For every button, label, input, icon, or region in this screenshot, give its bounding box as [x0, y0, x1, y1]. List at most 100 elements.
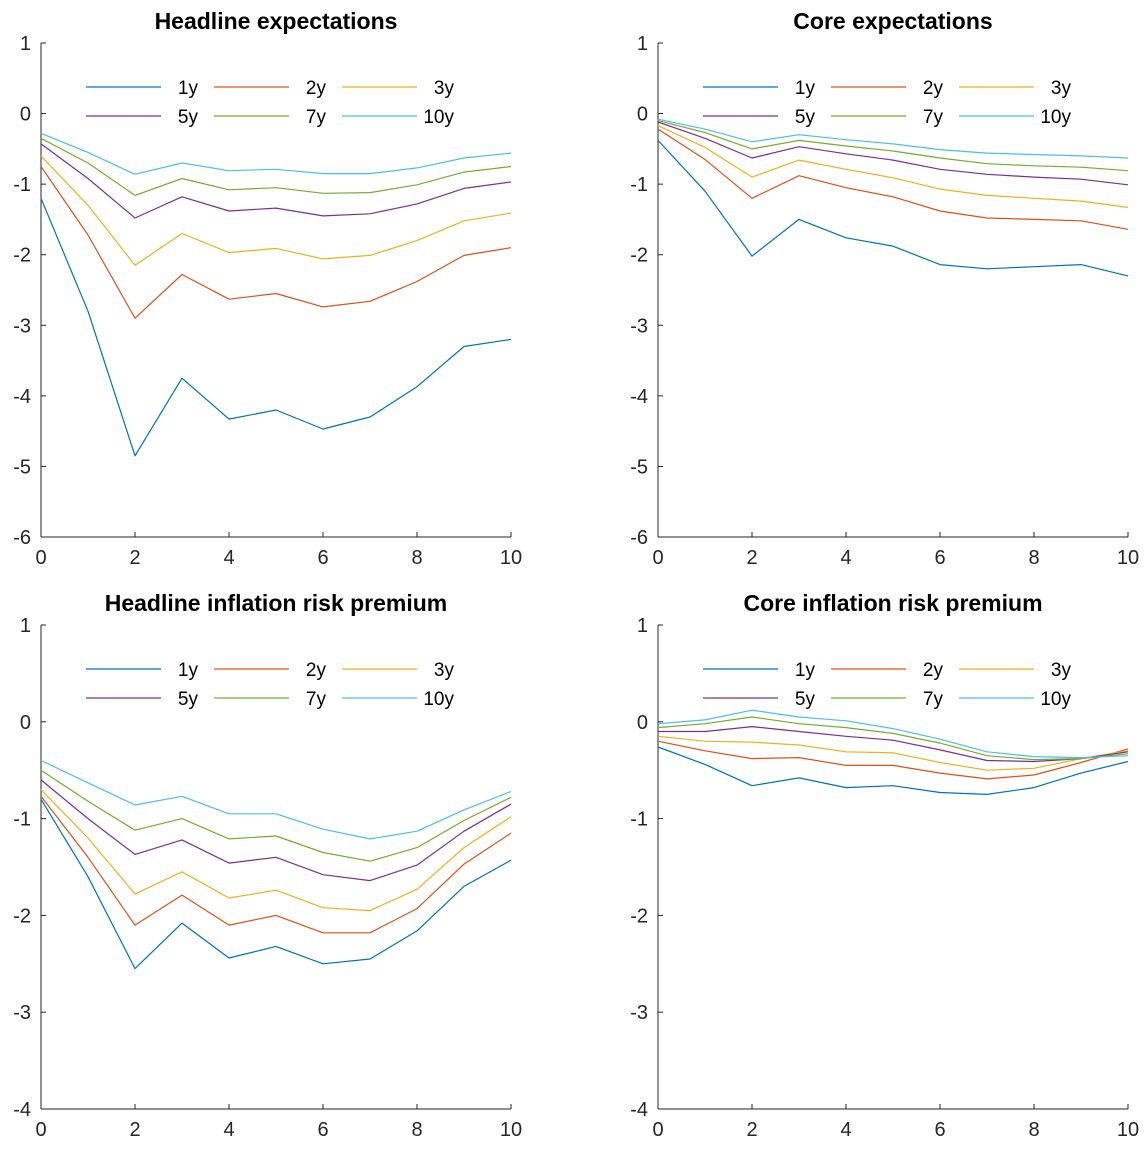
- x-tick-label: 6: [317, 1119, 328, 1141]
- series-line-3y: [657, 735, 1129, 771]
- series-line-10y: [40, 759, 512, 840]
- series-line-5y: [657, 121, 1129, 186]
- x-tick-label: 2: [129, 547, 140, 569]
- series-line-1y: [40, 798, 512, 970]
- x-tick-label: 10: [500, 547, 522, 569]
- y-tick-label: -4: [13, 1099, 31, 1121]
- y-tick-label: -1: [13, 809, 31, 831]
- x-tick-label: 4: [840, 1119, 851, 1141]
- x-tick-label: 10: [1117, 547, 1139, 569]
- x-tick-label: 10: [1117, 1119, 1139, 1141]
- y-tick-label: -5: [13, 456, 31, 478]
- y-tick-label: 0: [637, 104, 648, 126]
- y-tick-label: -3: [630, 315, 648, 337]
- series-line-5y: [40, 779, 512, 882]
- legend-label-3y: 3y: [434, 78, 455, 99]
- series-line-3y: [40, 155, 512, 266]
- y-tick-label: -4: [630, 1099, 648, 1121]
- legend-label-2y: 2y: [923, 660, 944, 681]
- series-line-2y: [40, 166, 512, 319]
- legend-label-7y: 7y: [923, 689, 944, 710]
- y-tick-label: -2: [13, 245, 31, 267]
- series-line-1y: [657, 139, 1129, 277]
- y-tick-label: -2: [630, 905, 648, 927]
- series-line-7y: [40, 769, 512, 862]
- x-tick-label: 0: [652, 1119, 663, 1141]
- x-tick-label: 2: [746, 547, 757, 569]
- legend-label-2y: 2y: [306, 660, 327, 681]
- legend-label-7y: 7y: [306, 689, 327, 710]
- series-line-2y: [657, 128, 1129, 230]
- series-line-3y: [657, 125, 1129, 208]
- y-tick-label: -5: [630, 456, 648, 478]
- series-line-5y: [658, 725, 1129, 763]
- series-line-1y: [657, 746, 1129, 796]
- y-tick-label: 1: [637, 615, 648, 637]
- y-tick-label: -2: [630, 245, 648, 267]
- legend-label-10y: 10y: [1040, 107, 1071, 128]
- y-tick-label: -4: [630, 386, 648, 408]
- legend-label-10y: 10y: [423, 107, 454, 128]
- y-tick-label: 1: [637, 33, 648, 55]
- x-tick-label: 0: [35, 1119, 46, 1141]
- legend-label-1y: 1y: [795, 78, 816, 99]
- y-tick-label: 0: [637, 712, 648, 734]
- chart-title: Headline inflation risk premium: [105, 590, 448, 616]
- x-tick-label: 10: [500, 1119, 522, 1141]
- y-tick-label: -2: [13, 905, 31, 927]
- legend-label-5y: 5y: [795, 689, 816, 710]
- y-tick-label: 1: [20, 33, 31, 55]
- chart-title: Headline expectations: [155, 8, 398, 34]
- legend-label-5y: 5y: [795, 107, 816, 128]
- x-tick-label: 6: [934, 1119, 945, 1141]
- legend-label-2y: 2y: [306, 78, 327, 99]
- x-tick-label: 4: [223, 547, 234, 569]
- series-line-7y: [40, 137, 512, 196]
- legend-label-5y: 5y: [178, 107, 199, 128]
- x-tick-label: 4: [223, 1119, 234, 1141]
- y-tick-label: -1: [13, 174, 31, 196]
- y-tick-label: -6: [13, 527, 31, 549]
- legend-label-7y: 7y: [923, 107, 944, 128]
- y-tick-label: -3: [630, 1002, 648, 1024]
- legend-label-1y: 1y: [795, 660, 816, 681]
- series-line-2y: [657, 740, 1129, 780]
- x-tick-label: 0: [652, 547, 663, 569]
- y-tick-label: -1: [630, 809, 648, 831]
- series-line-5y: [40, 143, 512, 219]
- series-line-7y: [657, 716, 1129, 761]
- x-tick-label: 8: [411, 1119, 422, 1141]
- series-line-3y: [40, 789, 512, 912]
- chart-panel-3: Headline inflation risk premium10-1-2-3-…: [13, 590, 522, 1141]
- y-tick-label: 1: [20, 615, 31, 637]
- legend-label-2y: 2y: [923, 78, 944, 99]
- legend-label-10y: 10y: [423, 689, 454, 710]
- y-tick-label: -3: [13, 1002, 31, 1024]
- y-tick-label: -1: [630, 174, 648, 196]
- x-tick-label: 4: [840, 547, 851, 569]
- legend-label-10y: 10y: [1040, 689, 1071, 710]
- series-line-7y: [657, 120, 1129, 172]
- series-line-10y: [657, 709, 1129, 759]
- chart-title: Core inflation risk premium: [743, 590, 1042, 616]
- legend-label-1y: 1y: [178, 78, 199, 99]
- chart-title: Core expectations: [793, 8, 992, 34]
- legend-label-3y: 3y: [1051, 660, 1072, 681]
- legend-label-3y: 3y: [1051, 78, 1072, 99]
- series-line-10y: [657, 118, 1129, 159]
- x-tick-label: 2: [746, 1119, 757, 1141]
- x-tick-label: 8: [1028, 1119, 1039, 1141]
- series-line-2y: [40, 795, 512, 934]
- x-tick-label: 8: [1028, 547, 1039, 569]
- y-tick-label: 0: [20, 104, 31, 126]
- legend-label-7y: 7y: [306, 107, 327, 128]
- x-tick-label: 8: [411, 547, 422, 569]
- legend-label-1y: 1y: [178, 660, 199, 681]
- y-tick-label: -3: [13, 315, 31, 337]
- legend-label-5y: 5y: [178, 689, 199, 710]
- x-tick-label: 2: [129, 1119, 140, 1141]
